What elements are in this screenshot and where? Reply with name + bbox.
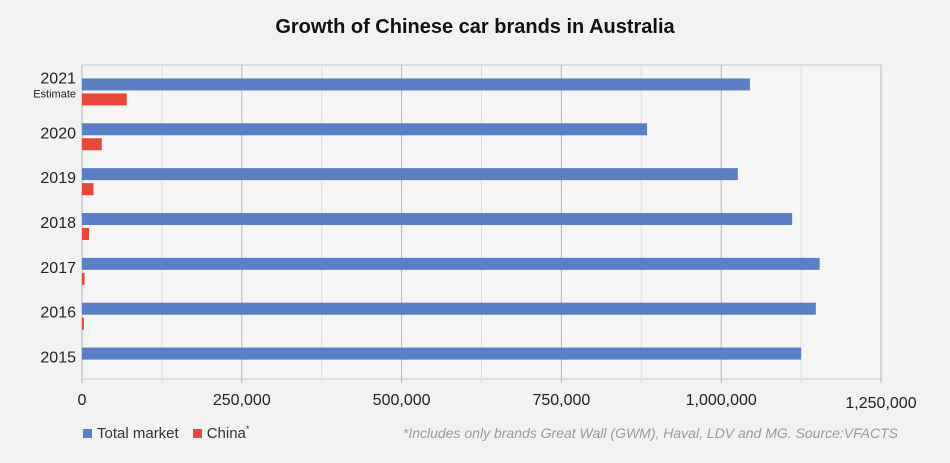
bar-total-market — [82, 302, 816, 315]
bar-china — [82, 317, 84, 330]
x-tick-label: 250,000 — [213, 392, 271, 409]
bar-china — [82, 272, 85, 285]
y-tick-label: 2016 — [40, 305, 76, 322]
legend: Total market China* — [83, 424, 263, 442]
y-tick-label: 2015 — [40, 350, 76, 367]
y-tick-label: 2018 — [40, 215, 76, 232]
legend-label-total-market: Total market — [97, 424, 179, 442]
x-tick-label: 0 — [78, 392, 87, 409]
x-tick-label: 500,000 — [373, 392, 431, 409]
bar-china — [82, 228, 90, 240]
y-tick-label: 2019 — [40, 170, 76, 187]
bar-total-market — [82, 213, 793, 225]
bar-total-market — [82, 168, 738, 181]
x-tick-label: 750,000 — [532, 392, 590, 409]
bar-china — [82, 138, 102, 151]
legend-item-total-market: Total market — [83, 425, 179, 442]
legend-swatch-china — [192, 428, 202, 438]
bar-total-market — [82, 257, 820, 270]
bar-china — [82, 183, 94, 196]
legend-item-china: China* — [192, 424, 250, 442]
x-tick-label: 1,250,000 — [845, 395, 916, 412]
y-tick-sublabel: Estimate — [33, 88, 76, 100]
legend-label-china: China* — [206, 424, 250, 442]
legend-swatch-total-market — [83, 428, 92, 438]
bar-total-market — [82, 78, 750, 91]
chart-title: Growth of Chinese car brands in Australi… — [275, 16, 675, 38]
bar-total-market — [82, 347, 802, 360]
source-note: *Includes only brands Great Wall (GWM), … — [402, 425, 898, 441]
y-tick-label: 2020 — [40, 125, 76, 142]
x-tick-label: 1,000,000 — [686, 392, 757, 409]
bar-total-market — [82, 123, 648, 136]
y-tick-label: 2021 — [40, 70, 76, 87]
y-tick-label: 2017 — [40, 260, 76, 277]
bar-china — [82, 93, 127, 106]
